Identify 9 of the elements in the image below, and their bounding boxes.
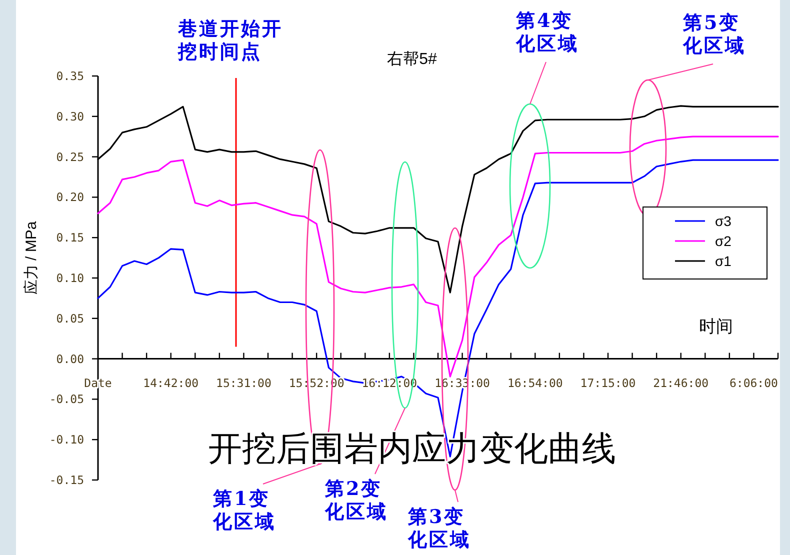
- annotation: 第4变化区域: [516, 10, 580, 56]
- annotation: 第3变化区域: [408, 506, 472, 552]
- annotation: 第2变化区域: [325, 478, 389, 524]
- annotation: 巷道开始开挖时间点: [178, 18, 284, 64]
- xlabel: 时间: [699, 317, 733, 336]
- title: 右帮5#: [387, 51, 437, 68]
- annotation: 第1变化区域: [213, 488, 277, 534]
- ylabel: 应力 / MPa: [23, 221, 40, 295]
- annotation: 第5变化区域: [683, 12, 747, 58]
